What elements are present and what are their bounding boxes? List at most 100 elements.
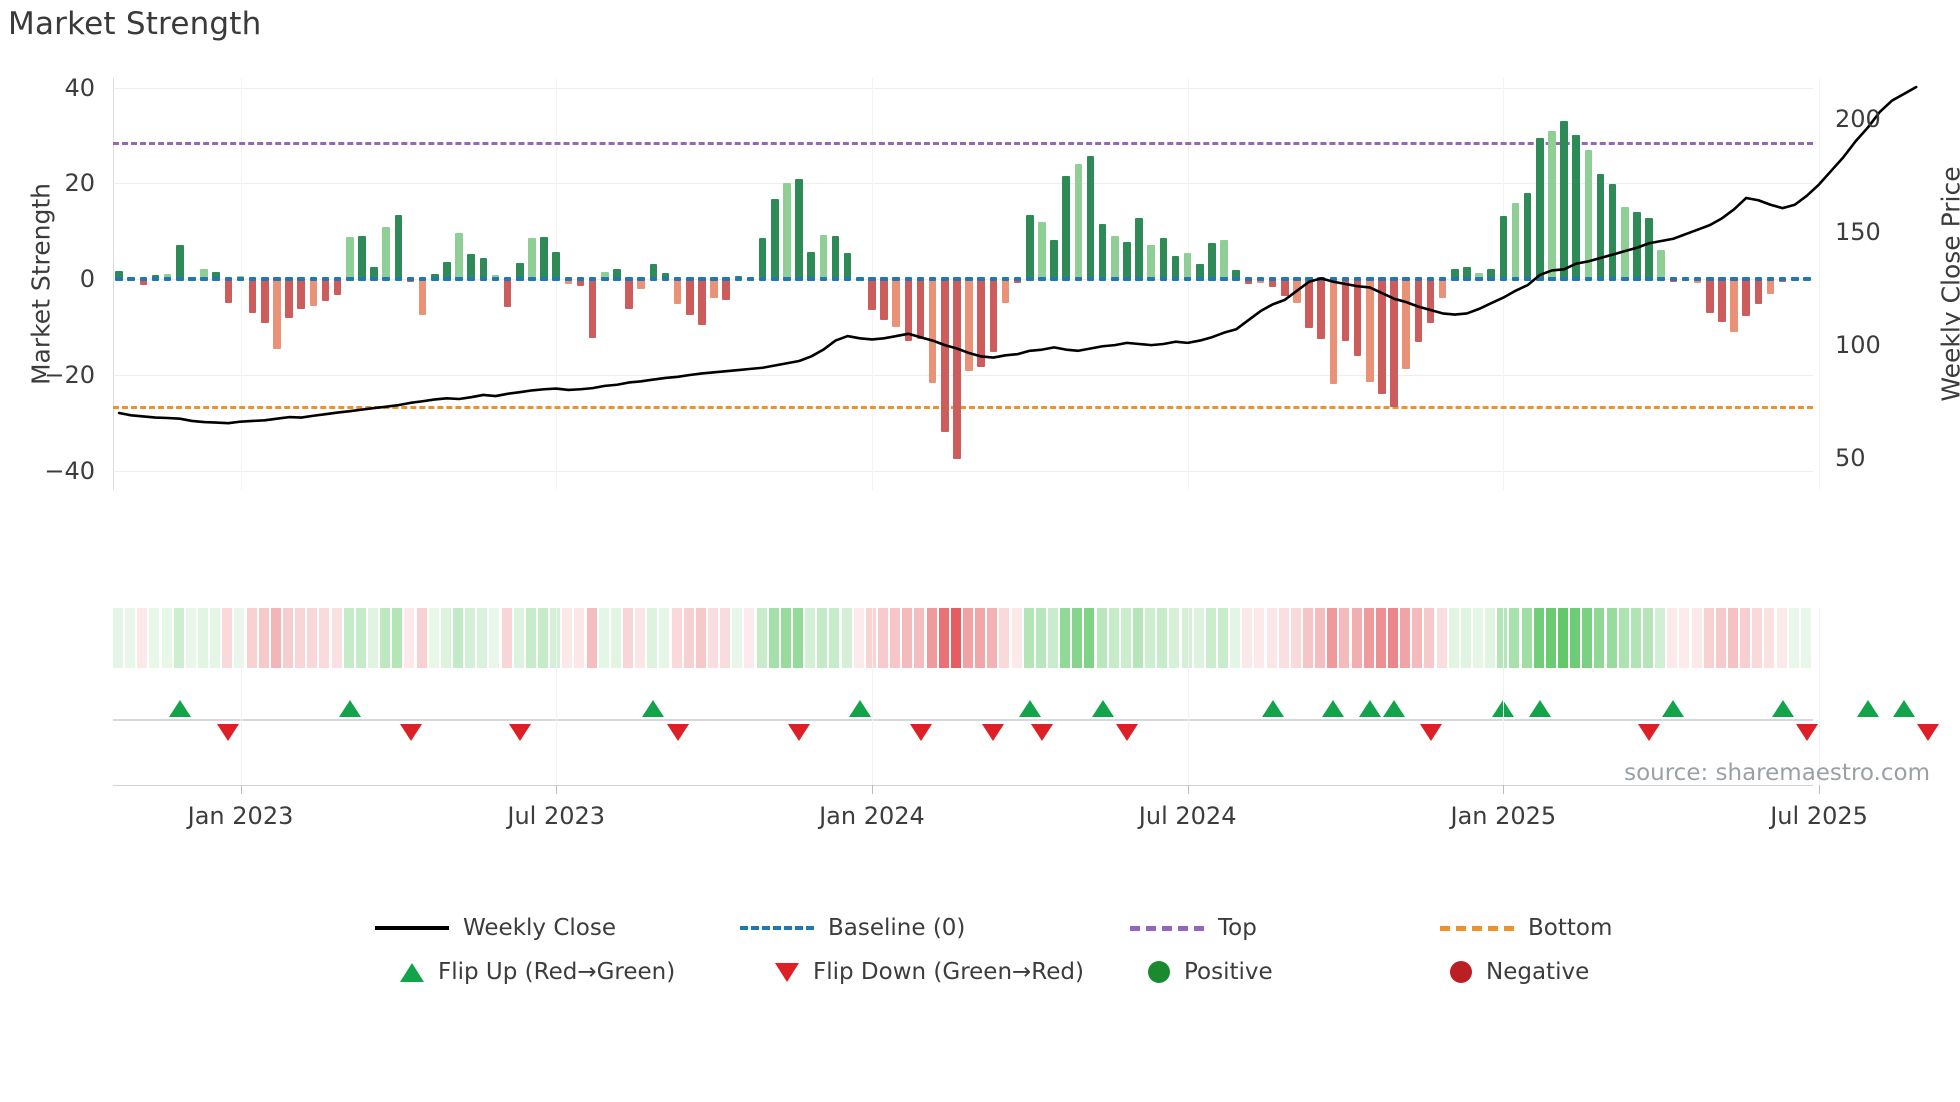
heatmap-cell: [635, 608, 646, 668]
x-axis-tick-label: Jan 2024: [819, 802, 925, 830]
positive-bar: [1220, 239, 1228, 280]
baseline-segment: [1633, 277, 1641, 282]
positive-bar: [1499, 215, 1508, 280]
gridline: [113, 470, 1813, 472]
negative-bar: [722, 279, 730, 301]
heatmap-cell: [1290, 608, 1301, 668]
baseline-segment: [661, 277, 670, 282]
legend-label: Bottom: [1528, 915, 1613, 941]
positive-bar: [1086, 155, 1095, 280]
heatmap-cell: [999, 608, 1010, 668]
negative-bar: [1341, 279, 1350, 342]
heatmap-cell: [659, 608, 670, 668]
baseline-segment: [1718, 277, 1726, 282]
heatmap-cell: [1035, 608, 1046, 668]
heatmap-cell: [1533, 608, 1544, 668]
heatmap-cell: [732, 608, 743, 668]
heatmap-cell: [1108, 608, 1119, 668]
negative-bar: [309, 279, 318, 306]
baseline-segment: [1353, 277, 1362, 282]
heatmap-cell: [125, 608, 136, 668]
negative-bar: [297, 279, 305, 309]
positive-bar: [1171, 256, 1180, 280]
positive-bar: [1074, 164, 1083, 280]
negative-bar: [139, 279, 148, 285]
legend-item-bottom[interactable]: Bottom: [1440, 915, 1612, 941]
negative-bar: [564, 279, 573, 284]
legend-item-flip-down[interactable]: Flip Down (Green→Red): [775, 959, 1084, 985]
heatmap-cell: [1594, 608, 1605, 668]
heatmap-cell: [1169, 608, 1180, 668]
positive-bar: [1135, 217, 1143, 280]
baseline-segment: [1414, 277, 1423, 282]
heatmap-cell: [853, 608, 864, 668]
positive-dot-icon: [1148, 961, 1170, 983]
baseline-segment: [1232, 277, 1240, 282]
positive-bar: [540, 236, 548, 280]
heatmap-cell: [307, 608, 318, 668]
heatmap-cell: [538, 608, 548, 668]
baseline-segment: [1803, 277, 1811, 282]
x-tick-mark: [240, 785, 242, 794]
heatmap-cell: [161, 608, 172, 668]
heatmap-cell: [1327, 608, 1338, 668]
baseline-segment: [503, 277, 512, 282]
heatmap-cell: [453, 608, 463, 668]
heatmap-cell: [963, 608, 973, 668]
flip-down-marker: [666, 724, 689, 741]
baseline-segment: [1171, 277, 1180, 282]
baseline-segment: [1791, 277, 1799, 282]
heatmap-cell: [258, 608, 269, 668]
heatmap-cell: [1157, 608, 1168, 668]
heatmap-cell: [1181, 608, 1192, 668]
left-axis-tick-label: −20: [44, 361, 95, 390]
heatmap-cell: [1388, 608, 1398, 668]
heatmap-cell: [465, 608, 476, 668]
baseline-segment: [346, 277, 354, 282]
positive-bar: [1523, 192, 1532, 280]
baseline-segment: [528, 277, 536, 282]
baseline-segment: [1706, 277, 1714, 282]
baseline-segment: [224, 277, 233, 282]
baseline-segment: [1778, 277, 1787, 282]
baseline-segment: [892, 277, 900, 282]
negative-bar: [1718, 279, 1726, 323]
negative-bar: [1426, 279, 1435, 324]
legend-item-top[interactable]: Top: [1130, 915, 1257, 941]
flip-down-marker: [1795, 724, 1818, 741]
legend-item-negative[interactable]: Negative: [1450, 959, 1589, 985]
heatmap-cell: [246, 608, 257, 668]
heatmap-cell: [1703, 608, 1714, 668]
negative-bar: [686, 279, 694, 315]
legend-item-flip-up[interactable]: Flip Up (Red→Green): [400, 959, 675, 985]
negative-bar: [1013, 279, 1022, 284]
baseline-segment: [1123, 277, 1131, 282]
heatmap-cell: [1218, 608, 1228, 668]
baseline-segment: [236, 277, 245, 282]
negative-bar: [880, 279, 888, 321]
baseline-segment: [1657, 277, 1665, 282]
baseline-segment: [843, 277, 852, 282]
baseline-segment: [795, 277, 803, 282]
left-axis-tick-label: 20: [64, 169, 95, 198]
x-axis-tick-label: Jul 2024: [1138, 802, 1237, 830]
baseline-segment: [1390, 277, 1398, 282]
heatmap-cell: [938, 608, 949, 668]
x-axis-spine: [113, 785, 1813, 786]
legend-item-baseline[interactable]: Baseline (0): [740, 915, 965, 941]
flip-down-marker: [217, 724, 240, 741]
flip-down-marker: [1419, 724, 1442, 741]
positive-bar: [1208, 242, 1216, 280]
baseline-segment: [431, 277, 439, 282]
heatmap-cell: [113, 608, 123, 668]
baseline-segment: [1220, 277, 1228, 282]
positive-bar: [346, 237, 354, 280]
positive-bar: [613, 268, 621, 280]
heatmap-cell: [1448, 608, 1459, 668]
heatmap-cell: [525, 608, 536, 668]
heatmap-cell: [1060, 608, 1071, 668]
gridline: [113, 183, 1813, 185]
legend-item-positive[interactable]: Positive: [1148, 959, 1273, 985]
flip-up-marker: [1091, 700, 1114, 717]
legend-item-weekly-close[interactable]: Weekly Close: [375, 915, 616, 941]
